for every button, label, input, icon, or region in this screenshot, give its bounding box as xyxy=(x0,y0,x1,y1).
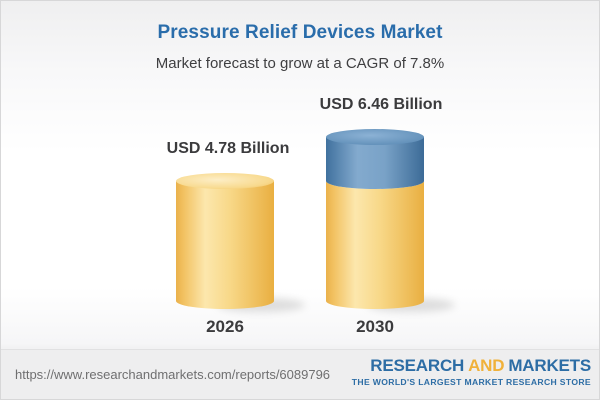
value-label-2026: USD 4.78 Billion xyxy=(166,140,290,157)
axis-label-2030: 2030 xyxy=(356,317,394,336)
logo-word-markets: MARKETS xyxy=(508,356,591,375)
footer-bar: https://www.researchandmarkets.com/repor… xyxy=(1,349,599,399)
cylinder-2026-top xyxy=(176,173,274,189)
value-label-2030: USD 6.46 Billion xyxy=(319,96,443,113)
report-url: https://www.researchandmarkets.com/repor… xyxy=(15,367,331,382)
logo-word-research: RESEARCH xyxy=(370,356,465,375)
bar-chart xyxy=(176,129,455,312)
axis-label-2026: 2026 xyxy=(206,317,244,336)
cylinder-2026 xyxy=(176,173,274,309)
cylinder-2030 xyxy=(326,129,424,309)
cylinder-2030-growth-segment xyxy=(326,137,424,189)
page-subtitle: Market forecast to grow at a CAGR of 7.8… xyxy=(155,55,445,72)
brand-tagline: THE WORLD'S LARGEST MARKET RESEARCH STOR… xyxy=(351,377,591,387)
page-title: Pressure Relief Devices Market xyxy=(157,22,443,43)
cylinder-2026-body xyxy=(176,181,274,309)
logo-word-and: AND xyxy=(468,356,505,375)
brand-logo: RESEARCH AND MARKETS THE WORLD'S LARGEST M… xyxy=(352,357,591,387)
cylinder-2030-base-segment xyxy=(326,181,424,309)
cylinder-2030-top xyxy=(326,129,424,145)
brand-logo-wordmark: RESEARCH AND MARKETS xyxy=(352,357,591,374)
